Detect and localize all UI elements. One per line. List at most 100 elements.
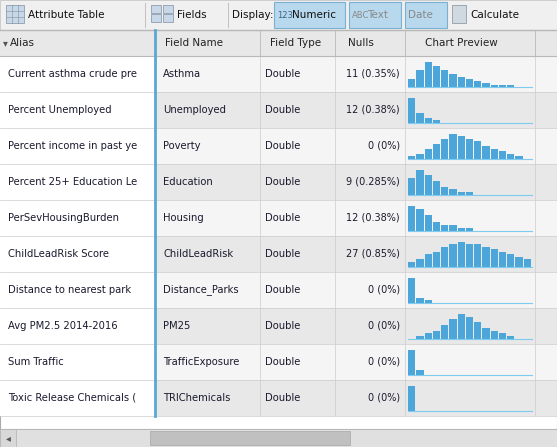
Bar: [150, 431, 350, 445]
Bar: [0, 380, 155, 416]
Bar: [416, 113, 423, 123]
Bar: [408, 350, 416, 375]
Bar: [416, 370, 423, 375]
Text: Nulls: Nulls: [348, 38, 374, 48]
Bar: [507, 336, 515, 339]
Bar: [424, 215, 432, 231]
Text: Percent income in past ye: Percent income in past ye: [8, 141, 137, 151]
Bar: [0, 272, 155, 308]
Bar: [507, 85, 515, 87]
Text: Percent Unemployed: Percent Unemployed: [8, 105, 111, 115]
Bar: [408, 206, 416, 231]
Bar: [0, 272, 557, 308]
Bar: [408, 156, 416, 159]
Bar: [0, 56, 155, 92]
Bar: [0, 164, 557, 200]
Text: 11 (0.35%): 11 (0.35%): [346, 69, 400, 79]
Bar: [0, 0, 557, 30]
Text: Education: Education: [163, 177, 213, 187]
Bar: [424, 333, 432, 339]
Text: Double: Double: [265, 177, 300, 187]
Bar: [466, 139, 473, 159]
Bar: [524, 259, 531, 267]
Bar: [474, 81, 481, 87]
Bar: [482, 83, 490, 87]
Text: Calculate: Calculate: [470, 10, 519, 20]
Bar: [0, 200, 155, 236]
Text: Asthma: Asthma: [163, 69, 201, 79]
Bar: [449, 245, 457, 267]
Bar: [0, 128, 155, 164]
Text: Percent 25+ Education Le: Percent 25+ Education Le: [8, 177, 137, 187]
Bar: [424, 149, 432, 159]
Bar: [458, 136, 465, 159]
Bar: [458, 228, 465, 231]
Bar: [416, 170, 423, 195]
Bar: [0, 344, 557, 380]
Bar: [458, 192, 465, 195]
Bar: [408, 98, 416, 123]
Bar: [433, 252, 440, 267]
Bar: [466, 79, 473, 87]
Bar: [458, 314, 465, 339]
Text: Double: Double: [265, 105, 300, 115]
Text: Display:: Display:: [232, 10, 273, 20]
Text: Chart Preview: Chart Preview: [425, 38, 498, 48]
Text: Attribute Table: Attribute Table: [28, 10, 105, 20]
Text: Text: Text: [367, 10, 388, 20]
Bar: [491, 331, 498, 339]
Bar: [491, 249, 498, 267]
Text: ▾: ▾: [3, 38, 8, 48]
Bar: [405, 2, 447, 28]
Text: 0 (0%): 0 (0%): [368, 285, 400, 295]
Bar: [482, 328, 490, 339]
Text: Toxic Release Chemicals (: Toxic Release Chemicals (: [8, 393, 136, 403]
Bar: [0, 308, 155, 344]
Text: Distance to nearest park: Distance to nearest park: [8, 285, 131, 295]
Bar: [433, 331, 440, 339]
Bar: [0, 56, 557, 92]
Bar: [416, 336, 423, 339]
Bar: [474, 245, 481, 267]
Bar: [0, 30, 557, 429]
Bar: [433, 66, 440, 87]
Bar: [466, 245, 473, 267]
Bar: [441, 139, 448, 159]
Bar: [449, 74, 457, 87]
Bar: [274, 2, 345, 28]
Text: 0 (0%): 0 (0%): [368, 321, 400, 331]
Bar: [433, 181, 440, 195]
Bar: [408, 79, 416, 87]
Bar: [474, 322, 481, 339]
Bar: [0, 30, 557, 56]
Bar: [408, 178, 416, 195]
Bar: [474, 141, 481, 159]
Text: 123: 123: [277, 10, 293, 20]
Text: ChildLeadRisk: ChildLeadRisk: [163, 249, 233, 259]
Text: Distance_Parks: Distance_Parks: [163, 285, 238, 295]
Bar: [424, 175, 432, 195]
Bar: [163, 5, 173, 13]
Text: Fields: Fields: [177, 10, 207, 20]
Bar: [433, 144, 440, 159]
Text: 27 (0.85%): 27 (0.85%): [346, 249, 400, 259]
Bar: [458, 242, 465, 267]
Text: Double: Double: [265, 321, 300, 331]
Bar: [0, 236, 155, 272]
Text: Double: Double: [265, 213, 300, 223]
Text: TRIChemicals: TRIChemicals: [163, 393, 231, 403]
Text: Double: Double: [265, 393, 300, 403]
Bar: [0, 128, 557, 164]
Text: Alias: Alias: [10, 38, 35, 48]
Bar: [482, 147, 490, 159]
Bar: [424, 254, 432, 267]
Bar: [441, 225, 448, 231]
Bar: [499, 333, 506, 339]
Text: 12 (0.38%): 12 (0.38%): [346, 105, 400, 115]
Text: ◂: ◂: [6, 433, 11, 443]
Text: Poverty: Poverty: [163, 141, 201, 151]
Text: ChildLeadRisk Score: ChildLeadRisk Score: [8, 249, 109, 259]
Bar: [416, 259, 423, 267]
Bar: [408, 278, 416, 303]
Bar: [458, 76, 465, 87]
